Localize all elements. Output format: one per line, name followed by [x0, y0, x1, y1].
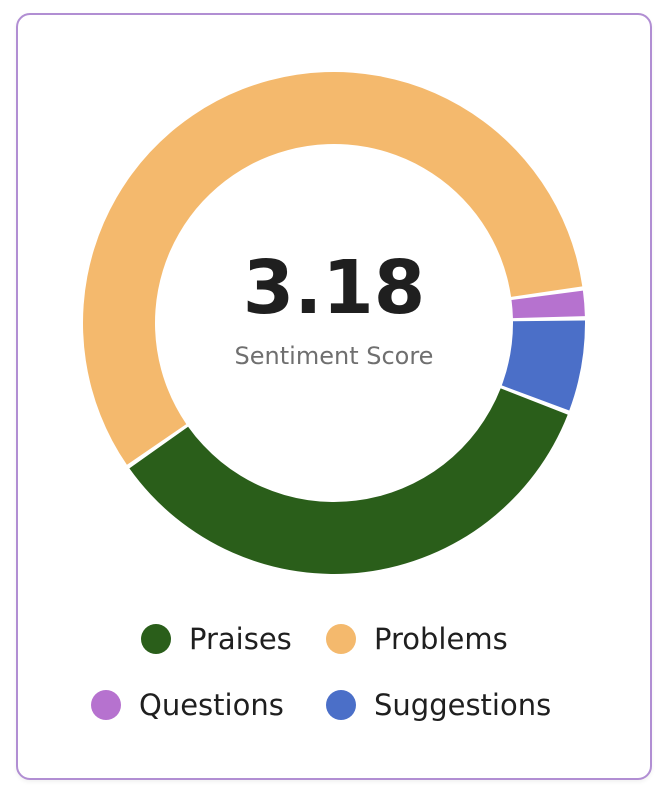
legend-label-problems: Problems	[374, 622, 508, 656]
legend-dot-questions	[91, 690, 121, 720]
donut-slice-praises[interactable]	[129, 388, 568, 574]
legend-dot-problems	[326, 624, 356, 654]
donut-slices	[83, 72, 585, 574]
sentiment-score-value: 3.18	[243, 245, 426, 331]
donut-slice-questions[interactable]	[511, 290, 585, 319]
legend-dot-praises	[141, 624, 171, 654]
legend-item-suggestions[interactable]: Suggestions	[326, 688, 551, 722]
legend-dot-suggestions	[326, 690, 356, 720]
donut-slice-problems[interactable]	[83, 72, 583, 465]
legend-label-suggestions: Suggestions	[374, 688, 552, 722]
legend-item-praises[interactable]: Praises	[141, 622, 292, 656]
legend-item-problems[interactable]: Problems	[326, 622, 508, 656]
legend-label-praises: Praises	[189, 622, 292, 656]
sentiment-score-label: Sentiment Score	[235, 342, 434, 370]
legend-item-questions[interactable]: Questions	[91, 688, 284, 722]
legend-label-questions: Questions	[139, 688, 284, 722]
donut-slice-suggestions[interactable]	[501, 320, 585, 411]
